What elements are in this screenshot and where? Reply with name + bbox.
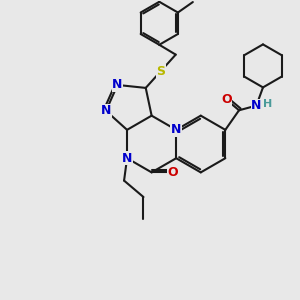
Text: O: O — [168, 166, 178, 179]
Text: N: N — [122, 152, 132, 165]
Text: N: N — [101, 104, 111, 117]
Text: N: N — [171, 123, 181, 136]
Text: S: S — [156, 65, 165, 78]
Text: O: O — [221, 93, 232, 106]
Text: N: N — [112, 78, 123, 92]
Text: H: H — [263, 99, 272, 109]
Text: N: N — [251, 99, 262, 112]
